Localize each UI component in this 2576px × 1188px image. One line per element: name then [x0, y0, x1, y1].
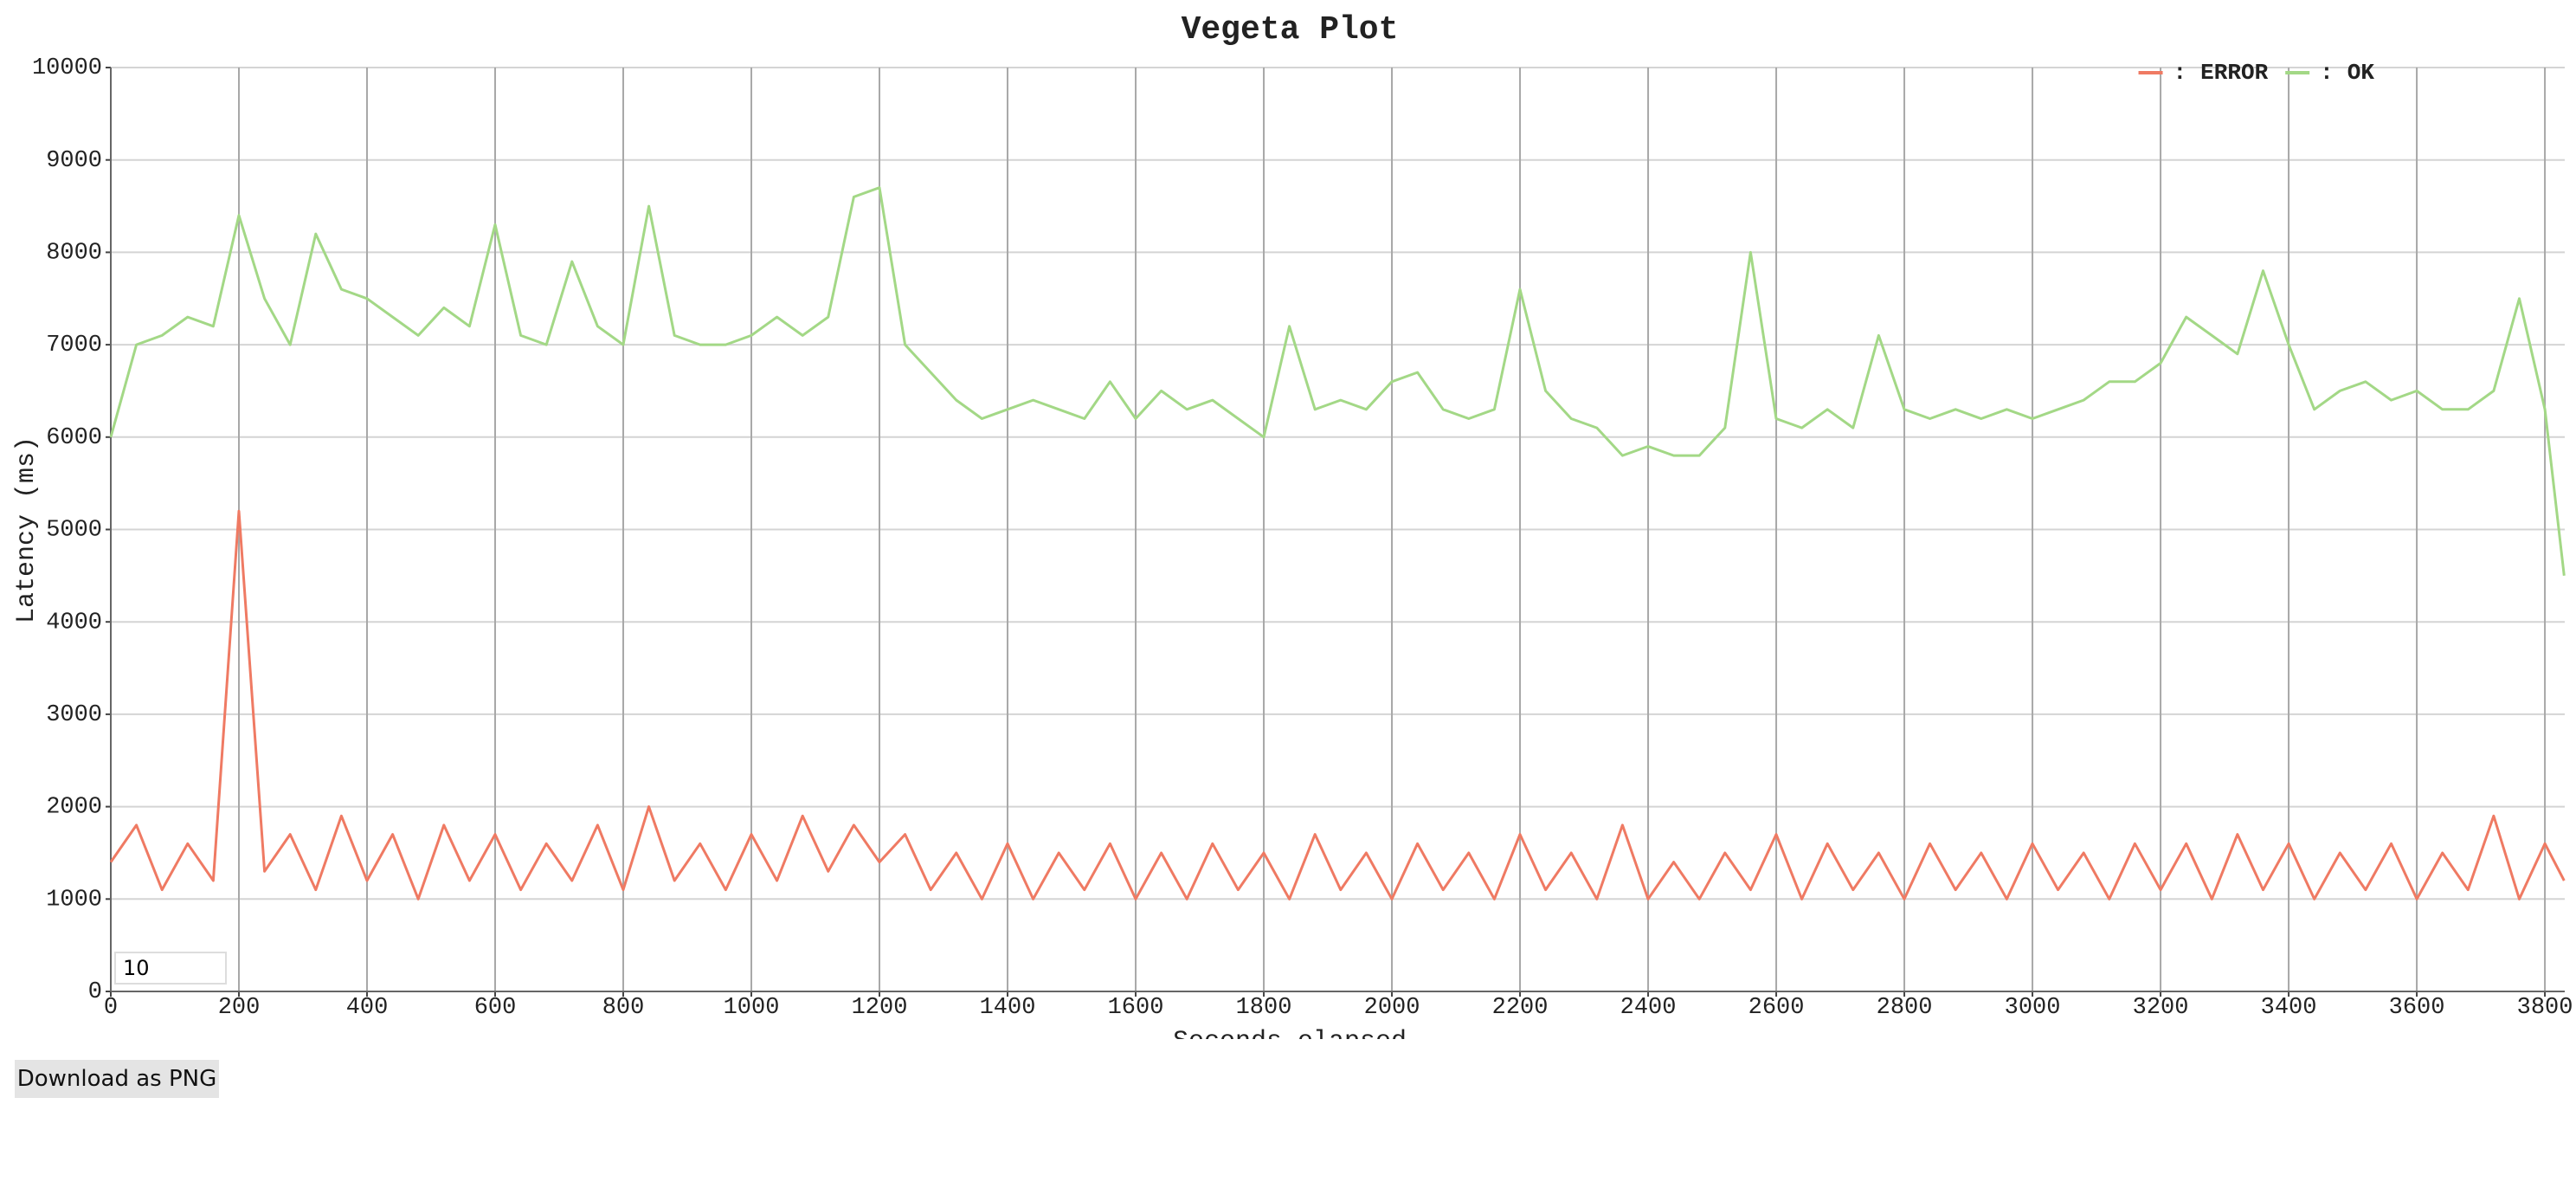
x-tick-label: 3600 — [2389, 995, 2445, 1021]
x-tick-label: 600 — [474, 995, 517, 1021]
x-tick-label: 1800 — [1236, 995, 1292, 1021]
series-line — [109, 509, 2566, 901]
chart-title: Vegeta Plot — [1182, 11, 1399, 48]
y-tick-label: 0 — [88, 979, 102, 1005]
y-tick-label: 3000 — [46, 702, 102, 728]
y-tick-label: 7000 — [46, 333, 102, 358]
y-tick-label: 6000 — [46, 425, 102, 451]
x-tick-label: 2800 — [1877, 995, 1933, 1021]
y-tick-label: 10000 — [32, 55, 102, 81]
x-tick-label: 0 — [104, 995, 118, 1021]
legend-separator: : — [2320, 60, 2334, 86]
x-tick-label: 1400 — [980, 995, 1036, 1021]
roll-period-input[interactable] — [114, 952, 227, 985]
x-tick-label: 800 — [602, 995, 645, 1021]
x-tick-label: 3800 — [2517, 995, 2573, 1021]
x-tick-label: 3000 — [2005, 995, 2061, 1021]
legend-label: OK — [2347, 60, 2375, 86]
y-tick-label: 9000 — [46, 148, 102, 174]
chart: Vegeta Plot Seconds elapsed Latency (ms)… — [12, 11, 2573, 1039]
download-button[interactable]: Download as PNG — [15, 1060, 219, 1098]
x-tick-label: 2600 — [1748, 995, 1805, 1021]
x-tick-label: 2200 — [1492, 995, 1549, 1021]
y-tick-label: 4000 — [46, 610, 102, 636]
x-tick-label: 1000 — [724, 995, 780, 1021]
x-tick-label: 400 — [346, 995, 389, 1021]
legend-label: ERROR — [2200, 60, 2268, 86]
y-tick-label: 5000 — [46, 518, 102, 544]
x-tick-label: 200 — [218, 995, 261, 1021]
x-axis-label: Seconds elapsed — [1173, 1027, 1407, 1039]
legend-separator: : — [2174, 60, 2187, 86]
series-line — [109, 186, 2566, 576]
y-axis-label: Latency (ms) — [12, 436, 42, 623]
x-tick-label: 3400 — [2261, 995, 2317, 1021]
y-tick-label: 2000 — [46, 795, 102, 821]
x-tick-label: 1200 — [852, 995, 908, 1021]
y-tick-label: 1000 — [46, 887, 102, 913]
x-tick-label: 2400 — [1620, 995, 1677, 1021]
x-tick-label: 1600 — [1108, 995, 1164, 1021]
x-tick-label: 2000 — [1364, 995, 1420, 1021]
y-tick-label: 8000 — [46, 241, 102, 267]
x-tick-label: 3200 — [2133, 995, 2189, 1021]
